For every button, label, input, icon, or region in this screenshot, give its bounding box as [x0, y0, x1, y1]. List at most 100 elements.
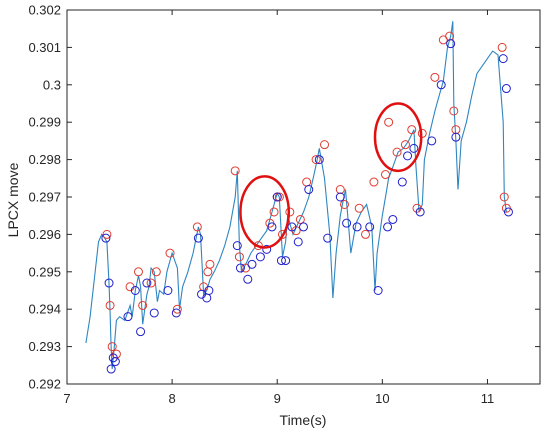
y-tick-label: 0.295	[28, 264, 61, 279]
blue-marker-point	[335, 192, 345, 202]
y-tick-label: 0.296	[28, 227, 61, 242]
y-tick-label: 0.292	[28, 377, 61, 392]
y-tick-label: 0.297	[28, 190, 61, 205]
red-marker-point	[146, 278, 156, 288]
y-axis-label: LPCX move	[5, 162, 21, 237]
red-marker-point	[230, 166, 240, 176]
blue-marker-point	[293, 237, 303, 247]
y-tick-label: 0.294	[28, 302, 61, 317]
red-marker-point	[269, 207, 279, 217]
blue-marker-point	[163, 286, 173, 295]
y-tick-label: 0.298	[28, 152, 61, 167]
blue-marker-point	[304, 185, 314, 195]
blue-marker-point	[427, 136, 437, 146]
red-marker-point	[392, 147, 402, 157]
red-marker-point	[451, 125, 461, 135]
y-tick-label: 0.299	[28, 115, 61, 130]
blue-marker-point	[342, 218, 352, 228]
blue-marker-point	[397, 177, 407, 187]
red-marker-point	[205, 259, 215, 269]
blue-marker-point	[232, 241, 242, 251]
y-tick-label: 0.293	[28, 339, 61, 354]
blue-marker-point	[136, 327, 146, 337]
x-tick-label: 9	[274, 391, 281, 406]
blue-marker-point	[446, 39, 456, 49]
blue-marker-point	[299, 222, 308, 232]
blue-marker-point	[451, 132, 461, 142]
blue-marker-point	[415, 207, 425, 217]
red-marker-point	[295, 214, 305, 224]
blue-marker-point	[243, 274, 253, 284]
red-marker-point	[234, 252, 244, 262]
blue-marker-point	[101, 233, 111, 243]
blue-marker-point	[247, 259, 257, 269]
blue-marker-point	[123, 312, 133, 322]
red-marker-point	[499, 192, 509, 202]
blue-marker-point	[204, 286, 214, 295]
red-marker-point	[133, 267, 143, 277]
blue-marker-point	[142, 278, 152, 288]
red-marker-point	[400, 140, 410, 150]
red-marker-point	[320, 140, 330, 150]
plot-layer	[85, 21, 513, 374]
blue-marker-point	[403, 151, 413, 161]
red-marker-point	[361, 229, 371, 239]
blue-marker-point	[503, 207, 513, 217]
blue-marker-point	[373, 286, 383, 295]
red-marker-point	[274, 192, 284, 202]
red-marker-point	[105, 300, 115, 310]
red-marker-point	[407, 125, 417, 135]
red-marker-point	[172, 304, 182, 314]
blue-marker-point	[383, 222, 393, 232]
x-tick-label: 8	[168, 391, 175, 406]
red-marker-point	[449, 106, 459, 116]
axes-layer: 7 8 9 10 11 0.292 0.293 0.294 0.295 0.296 0.297 0.2…	[28, 3, 541, 406]
x-tick-label: 10	[375, 391, 389, 406]
blue-marker-point	[323, 233, 333, 243]
red-marker-point	[102, 229, 112, 239]
red-marker-point	[192, 222, 202, 232]
x-tick-label: 11	[481, 391, 495, 406]
blue-marker-point	[110, 357, 120, 367]
blue-marker-point	[171, 308, 181, 318]
blue-marker-point	[365, 222, 375, 232]
blue-marker-point	[501, 84, 511, 94]
red-marker-point	[138, 300, 148, 310]
x-tick-label: 7	[63, 391, 70, 406]
highlight-ellipse	[239, 175, 291, 249]
red-marker-point	[339, 199, 349, 209]
red-marker-point	[277, 229, 287, 239]
blue-marker-point	[498, 54, 508, 64]
y-tick-label: 0.302	[28, 3, 61, 18]
red-marker-point	[430, 72, 440, 82]
blue-marker-point	[149, 308, 159, 318]
y-tick-label: 0.3	[43, 77, 61, 92]
red-marker-point	[151, 267, 161, 277]
blue-marker-point	[314, 155, 324, 165]
blue-marker-point	[409, 143, 419, 153]
red-marker-point	[497, 42, 507, 52]
blue-marker-point	[104, 278, 114, 288]
blue-marker-point	[352, 222, 362, 232]
red-marker-point	[165, 248, 175, 258]
blue-marker-point	[193, 233, 203, 243]
x-axis-label: Time(s)	[280, 412, 327, 428]
red-marker-point	[369, 177, 379, 187]
blue-marker-point	[287, 222, 297, 232]
blue-marker-point	[276, 256, 286, 266]
blue-marker-point	[388, 214, 398, 224]
red-marker-point	[107, 342, 117, 352]
blue-marker-point	[281, 256, 291, 266]
blue-marker-point	[255, 252, 265, 262]
blue-marker-point	[262, 244, 272, 254]
blue-marker-point	[436, 80, 446, 90]
blue-marker-point	[235, 263, 245, 273]
y-tick-label: 0.301	[28, 40, 61, 55]
blue-marker-point	[106, 364, 116, 374]
blue-marker-point	[267, 222, 277, 232]
red-marker-point	[311, 155, 321, 165]
red-marker-point	[335, 185, 345, 195]
highlight-ellipse	[373, 102, 423, 173]
blue-marker-point	[272, 192, 282, 202]
